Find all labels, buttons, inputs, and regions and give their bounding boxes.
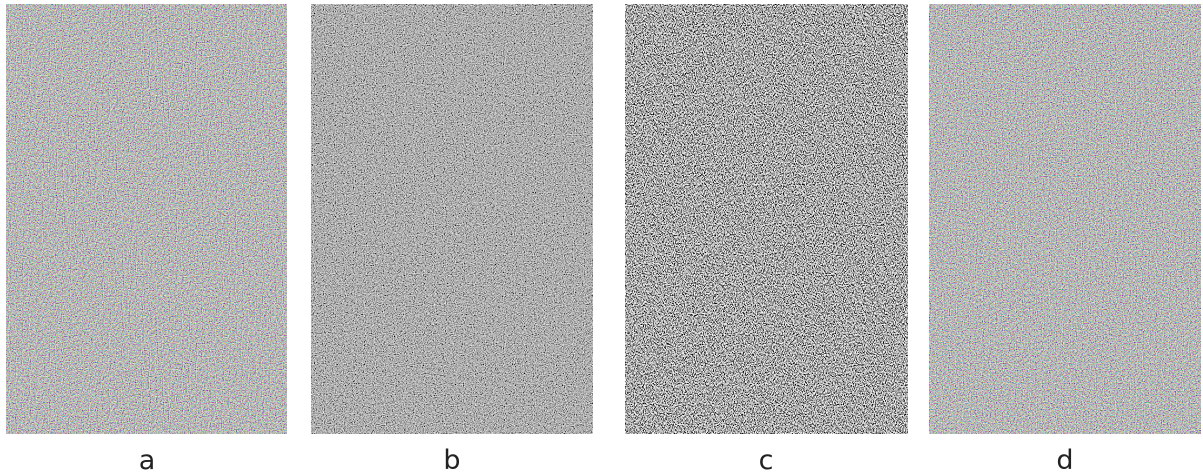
noise-image — [6, 4, 287, 434]
panel-label: b — [443, 445, 460, 476]
panel-label: d — [1056, 445, 1073, 476]
noise-image — [929, 4, 1201, 434]
panel-label: a — [139, 445, 156, 476]
noise-image — [311, 4, 593, 434]
panel-label: c — [759, 445, 774, 476]
noise-image — [625, 4, 908, 434]
